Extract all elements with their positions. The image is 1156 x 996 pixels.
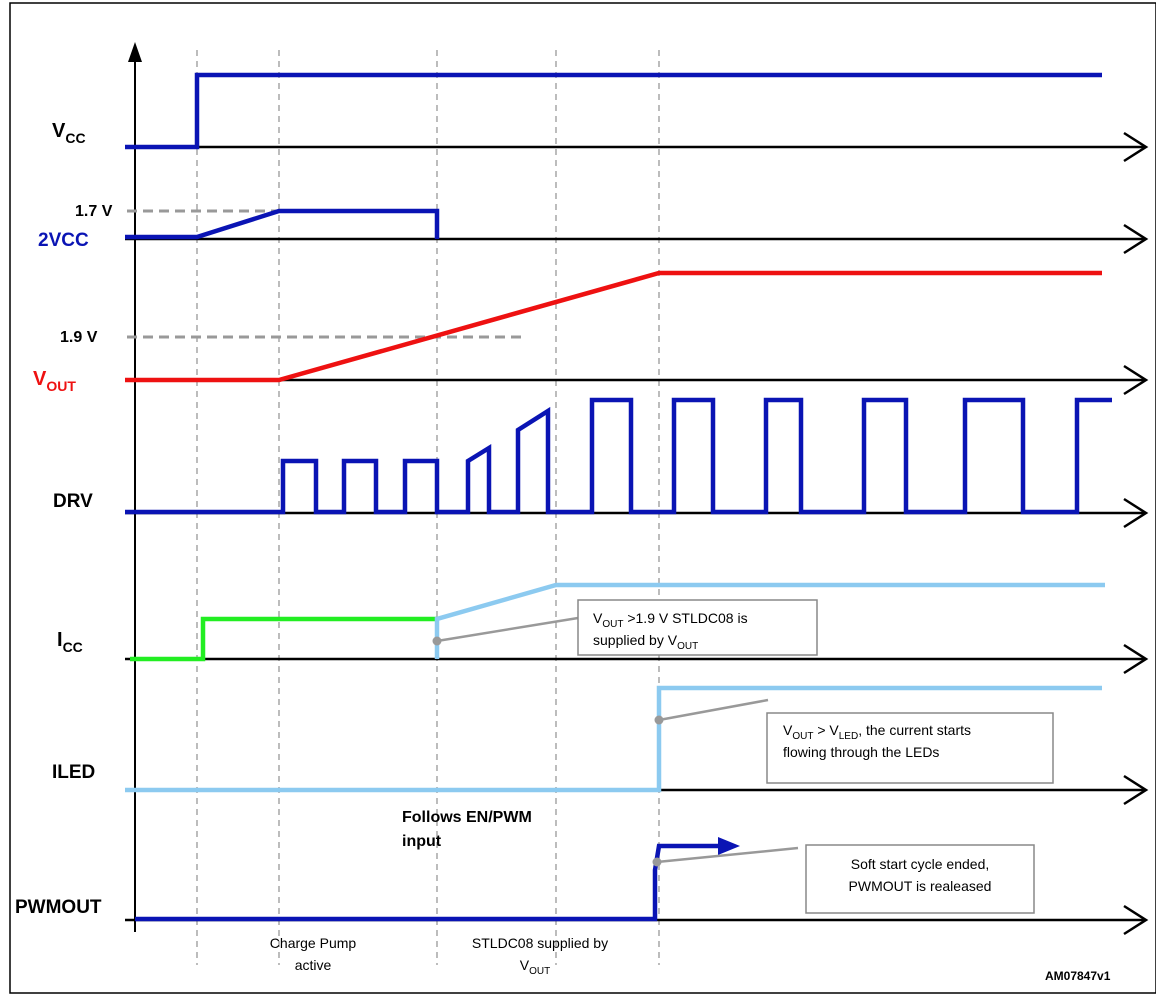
svg-text:supplied by VOUT: supplied by VOUT (593, 632, 698, 652)
figure-id: AM07847v1 (1045, 969, 1111, 983)
annotation-follows-line1: Follows EN/PWM (402, 809, 532, 826)
svg-text:VOUT > VLED, the current star: VOUT > VLED, the current starts (783, 722, 971, 742)
phase-supplied-line1: STLDC08 supplied by (472, 935, 608, 951)
note-vout-supply: VOUT >1.9 V STLDC08 is supplied by VOUT (432, 599, 818, 656)
label-iled: ILED (52, 762, 95, 783)
level-label-1v9: 1.9 V (60, 329, 98, 346)
phase-guides (196, 50, 660, 965)
level-guides (127, 209, 522, 339)
waveform-icc-charge-pump (130, 616, 437, 662)
time-axis (128, 42, 142, 932)
label-drv: DRV (53, 491, 93, 512)
waveform-vout (125, 270, 1102, 383)
waveform-iled (125, 685, 1102, 793)
label-vcc: VCC (52, 120, 86, 146)
label-vout: VOUT (33, 368, 76, 394)
note-vout-vled: VOUT > VLED, the current starts flowing … (654, 698, 1054, 784)
phase-charge-pump-line2: active (295, 957, 332, 973)
svg-text:flowing through the LEDs: flowing through the LEDs (783, 744, 939, 760)
pwmout-arrowhead (718, 837, 740, 855)
label-2vcc: 2VCC (38, 230, 89, 251)
svg-text:Soft start cycle ended,: Soft start cycle ended, (851, 856, 990, 872)
level-label-1v7: 1.7 V (75, 203, 113, 220)
note-soft-start: Soft start cycle ended, PWMOUT is realea… (652, 844, 1035, 914)
waveform-drv (125, 397, 1112, 515)
label-icc: ICC (57, 629, 83, 655)
phase-charge-pump-line1: Charge Pump (270, 935, 357, 951)
waveform-pwmout (135, 843, 720, 922)
figure-frame (9, 2, 1156, 994)
svg-text:VOUT >1.9 V STLDC08 is: VOUT >1.9 V STLDC08 is (593, 610, 748, 630)
annotation-follows-line2: input (402, 833, 442, 850)
svg-text:PWMOUT is realeased: PWMOUT is realeased (849, 878, 992, 894)
signal-axes (125, 131, 1149, 936)
label-pwmout: PWMOUT (15, 897, 102, 918)
phase-supplied-line2: VOUT (520, 957, 550, 977)
waveform-vcc (125, 72, 1102, 150)
waveform-2vcc (125, 208, 440, 240)
